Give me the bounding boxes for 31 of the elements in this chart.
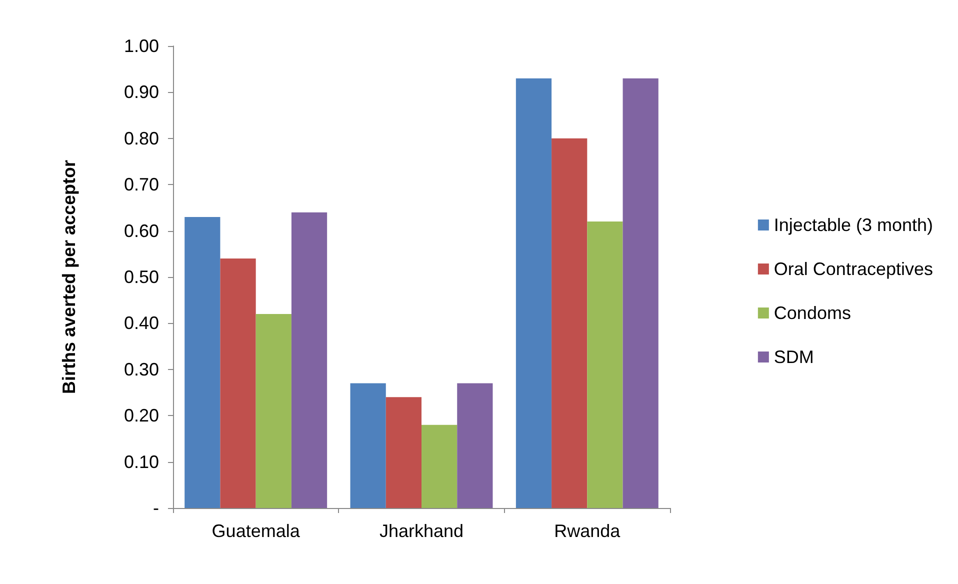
bar [457,383,493,508]
y-axis-title: Births averted per acceptor [59,160,79,394]
y-tick-label: 0.50 [124,267,159,287]
y-tick-label: 0.40 [124,313,159,334]
y-tick-label: 0.20 [124,406,159,426]
y-tick-label: - [153,498,159,518]
bar [422,424,458,508]
legend-label: Condoms [774,303,851,323]
y-tick-label: 0.30 [124,359,159,380]
x-tick-label: Rwanda [554,521,622,541]
bar [587,222,623,508]
y-tick-label: 0.60 [124,220,159,241]
bar [291,212,328,508]
y-tick-label: 1.00 [124,36,159,56]
legend-label: Injectable (3 month) [774,215,934,235]
x-tick-label: Guatemala [212,521,301,541]
y-tick-label: 0.90 [124,82,159,102]
legend-label: Oral Contraceptives [774,259,933,279]
y-tick-label: 0.80 [124,128,159,148]
bar [350,383,386,508]
bar [256,314,292,508]
bar [622,78,658,508]
bar [386,397,422,508]
y-tick-label: 0.70 [124,174,159,195]
bar [552,138,588,508]
x-tick-label: Jharkhand [379,521,464,541]
legend-label: SDM [774,347,814,367]
y-tick-label: 0.10 [124,452,159,472]
bar [220,258,256,508]
bar [184,216,220,508]
bar [516,78,552,508]
